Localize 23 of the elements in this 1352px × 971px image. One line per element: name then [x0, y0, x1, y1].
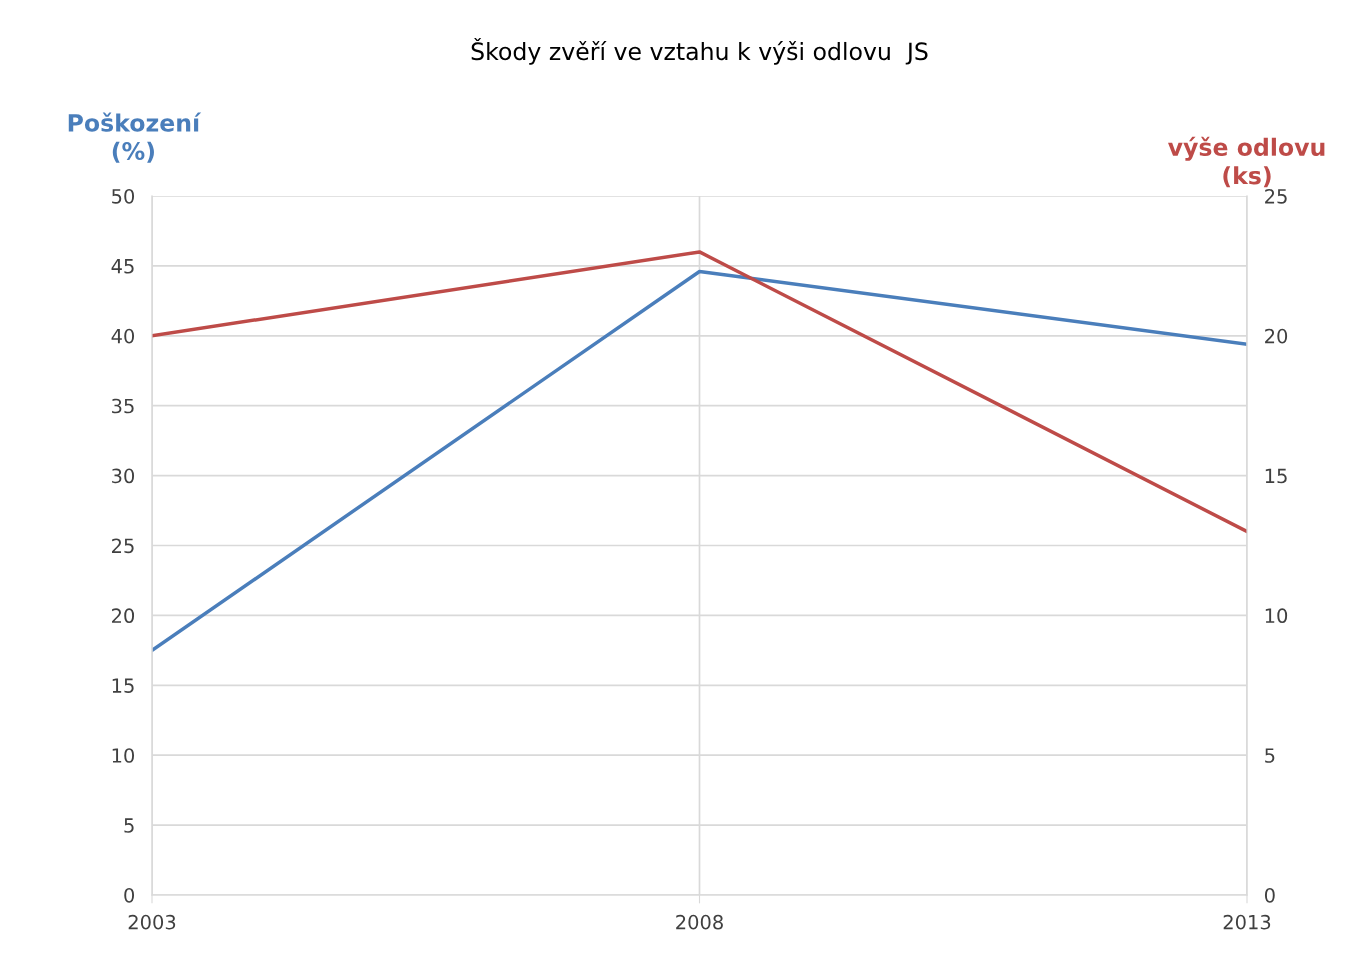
y2-tick-label: 25 — [1265, 188, 1287, 204]
chart-title: Škody zvěří ve vztahu k výši odlovu JS — [471, 38, 928, 65]
y-tick-label: 45 — [111, 259, 134, 274]
x-tick-label: 2003 — [128, 914, 176, 930]
y-tick-label: 5 — [124, 818, 134, 833]
x-tick-label: 2013 — [1223, 914, 1271, 930]
y-tick-label: 50 — [112, 188, 135, 204]
y-tick-label: 25 — [112, 538, 134, 554]
y-tick-label: 35 — [112, 398, 134, 414]
y2-tick-label: 0 — [1264, 887, 1275, 903]
y-tick-label: 0 — [124, 887, 135, 903]
y2-tick-label: 20 — [1265, 328, 1288, 344]
y2-axis-title: výše odlovu (ks) — [1168, 136, 1325, 188]
y-tick-label: 30 — [112, 468, 135, 484]
y2-tick-label: 5 — [1265, 748, 1275, 763]
x-tick-label: 2008 — [676, 914, 723, 930]
y-tick-label: 15 — [112, 678, 134, 693]
y-tick-label: 20 — [112, 608, 135, 624]
y-tick-label: 10 — [112, 748, 135, 763]
y-tick-label: 40 — [111, 328, 135, 344]
y-axis-title: Poškození (%) — [68, 112, 202, 163]
y2-tick-label: 10 — [1265, 608, 1288, 624]
y2-tick-label: 15 — [1265, 468, 1287, 484]
